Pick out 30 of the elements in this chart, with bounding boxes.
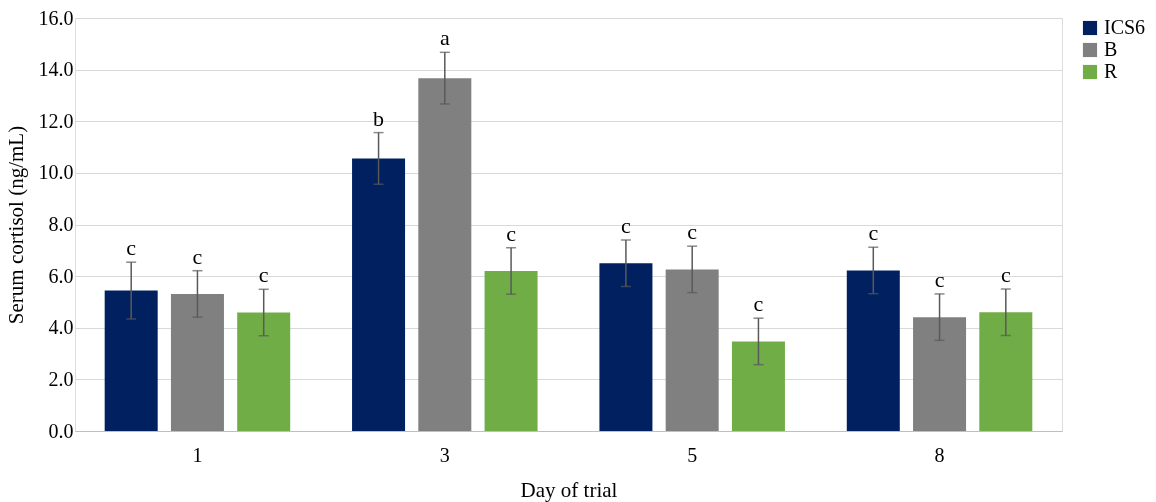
x-tick-label: 1 [192, 443, 203, 466]
data-label: c [126, 235, 137, 261]
data-label: c [506, 220, 517, 246]
y-tick-label: 16.0 [38, 6, 74, 29]
legend-label: ICS6 [1104, 16, 1146, 38]
data-label: b [373, 105, 385, 131]
data-label: c [753, 291, 764, 317]
data-label: c [258, 262, 269, 288]
data-label: c [868, 220, 879, 246]
x-axis-title: Day of trial [520, 477, 618, 502]
data-label: c [1000, 262, 1011, 288]
y-tick-label: 8.0 [48, 213, 74, 235]
x-tick-label: 3 [439, 443, 450, 466]
y-tick-label: 6.0 [48, 264, 74, 287]
x-tick-label: 5 [687, 443, 698, 466]
data-label: c [621, 212, 632, 238]
x-tick-label: 8 [934, 443, 945, 466]
y-tick-label: 12.0 [38, 109, 74, 132]
y-tick-label: 14.0 [38, 58, 74, 81]
y-tick-label: 10.0 [38, 161, 74, 184]
data-label: c [934, 266, 945, 292]
legend-label: B [1104, 38, 1118, 60]
legend-label: R [1104, 60, 1118, 82]
y-tick-label: 4.0 [48, 316, 74, 339]
y-tick-label: 0.0 [48, 419, 74, 442]
y-axis-title: Serum cortisol (ng/mL) [3, 125, 28, 325]
data-label: a [439, 25, 450, 51]
data-label: c [687, 219, 698, 245]
data-label: c [192, 243, 203, 269]
y-tick-label: 2.0 [48, 367, 74, 390]
